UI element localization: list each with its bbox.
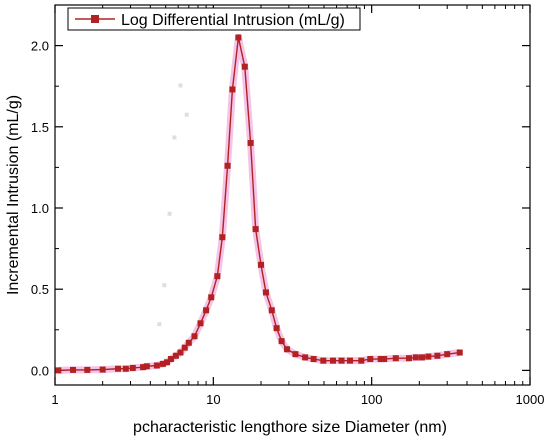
data-point <box>203 307 210 314</box>
ghost-marker <box>184 112 189 117</box>
data-point <box>456 349 463 356</box>
data-point <box>241 63 248 70</box>
data-point <box>181 344 188 351</box>
data-point <box>268 307 275 314</box>
data-point <box>434 352 441 359</box>
x-tick-label: 10 <box>206 392 220 407</box>
x-tick-label: 1000 <box>516 392 545 407</box>
legend-box <box>67 7 361 31</box>
data-point <box>185 339 192 346</box>
data-point <box>159 360 166 367</box>
data-point <box>84 366 91 373</box>
data-point <box>214 273 221 280</box>
data-point <box>347 357 354 364</box>
data-point <box>153 362 160 369</box>
data-point <box>172 352 179 359</box>
data-point <box>70 366 77 373</box>
series-layer <box>55 33 463 374</box>
data-point <box>444 351 451 358</box>
data-point <box>338 357 345 364</box>
data-point <box>99 366 106 373</box>
series-line <box>58 36 460 372</box>
x-tick-label: 1 <box>51 392 58 407</box>
data-point <box>167 356 174 363</box>
data-point <box>257 261 264 268</box>
data-point <box>164 359 171 366</box>
data-point <box>143 363 150 370</box>
x-axis: 1 10 100 1000 <box>51 5 544 407</box>
data-point <box>229 86 236 93</box>
x-tick-label: 100 <box>361 392 383 407</box>
data-point <box>55 367 62 374</box>
data-point <box>129 364 136 371</box>
data-point <box>310 356 317 363</box>
data-point <box>392 355 399 362</box>
data-point <box>208 294 215 301</box>
ghost-markers <box>157 83 189 327</box>
data-point <box>247 140 254 147</box>
data-point <box>252 226 259 233</box>
data-point <box>330 357 337 364</box>
data-point <box>262 289 269 296</box>
data-point <box>122 365 129 372</box>
data-point <box>191 333 198 340</box>
data-point <box>292 351 299 358</box>
y-tick-label: 2.0 <box>31 39 49 54</box>
ghost-marker <box>162 283 167 288</box>
legend: Log Differential Intrusion (mL/g) <box>67 7 361 31</box>
data-point <box>177 349 184 356</box>
data-point <box>412 354 419 361</box>
y-tick-label: 0.5 <box>31 282 49 297</box>
data-point <box>302 354 309 361</box>
ghost-marker <box>178 83 183 88</box>
data-point <box>381 356 388 363</box>
data-point <box>219 234 226 241</box>
data-point <box>358 357 365 364</box>
data-point <box>224 162 231 169</box>
ghost-marker <box>167 211 172 216</box>
ghost-marker <box>172 135 177 140</box>
y-tick-label: 1.5 <box>31 120 49 135</box>
data-point <box>235 34 242 41</box>
data-point <box>197 320 204 327</box>
data-point <box>405 355 412 362</box>
data-point <box>278 338 285 345</box>
data-point <box>284 346 291 353</box>
y-tick-label: 0.0 <box>31 363 49 378</box>
y-tick-label: 1.0 <box>31 201 49 216</box>
data-point <box>377 356 384 363</box>
series-glow <box>58 33 461 374</box>
plot-frame <box>54 4 531 386</box>
legend-label: Log Differential Intrusion (mL/g) <box>121 12 345 29</box>
y-axis: 0.0 0.5 1.0 1.5 2.0 <box>31 39 530 378</box>
data-point <box>115 365 122 372</box>
x-axis-label: pcharacteristic lengthore size Diameter … <box>133 419 447 436</box>
legend-marker <box>91 15 99 23</box>
data-point <box>367 356 374 363</box>
data-point <box>140 364 147 371</box>
ghost-marker <box>157 322 162 327</box>
data-point <box>425 353 432 360</box>
data-point <box>320 357 327 364</box>
data-point <box>419 354 426 361</box>
y-axis-label: Incremental Intrusion (mL/g) <box>5 95 22 295</box>
data-point <box>273 325 280 332</box>
